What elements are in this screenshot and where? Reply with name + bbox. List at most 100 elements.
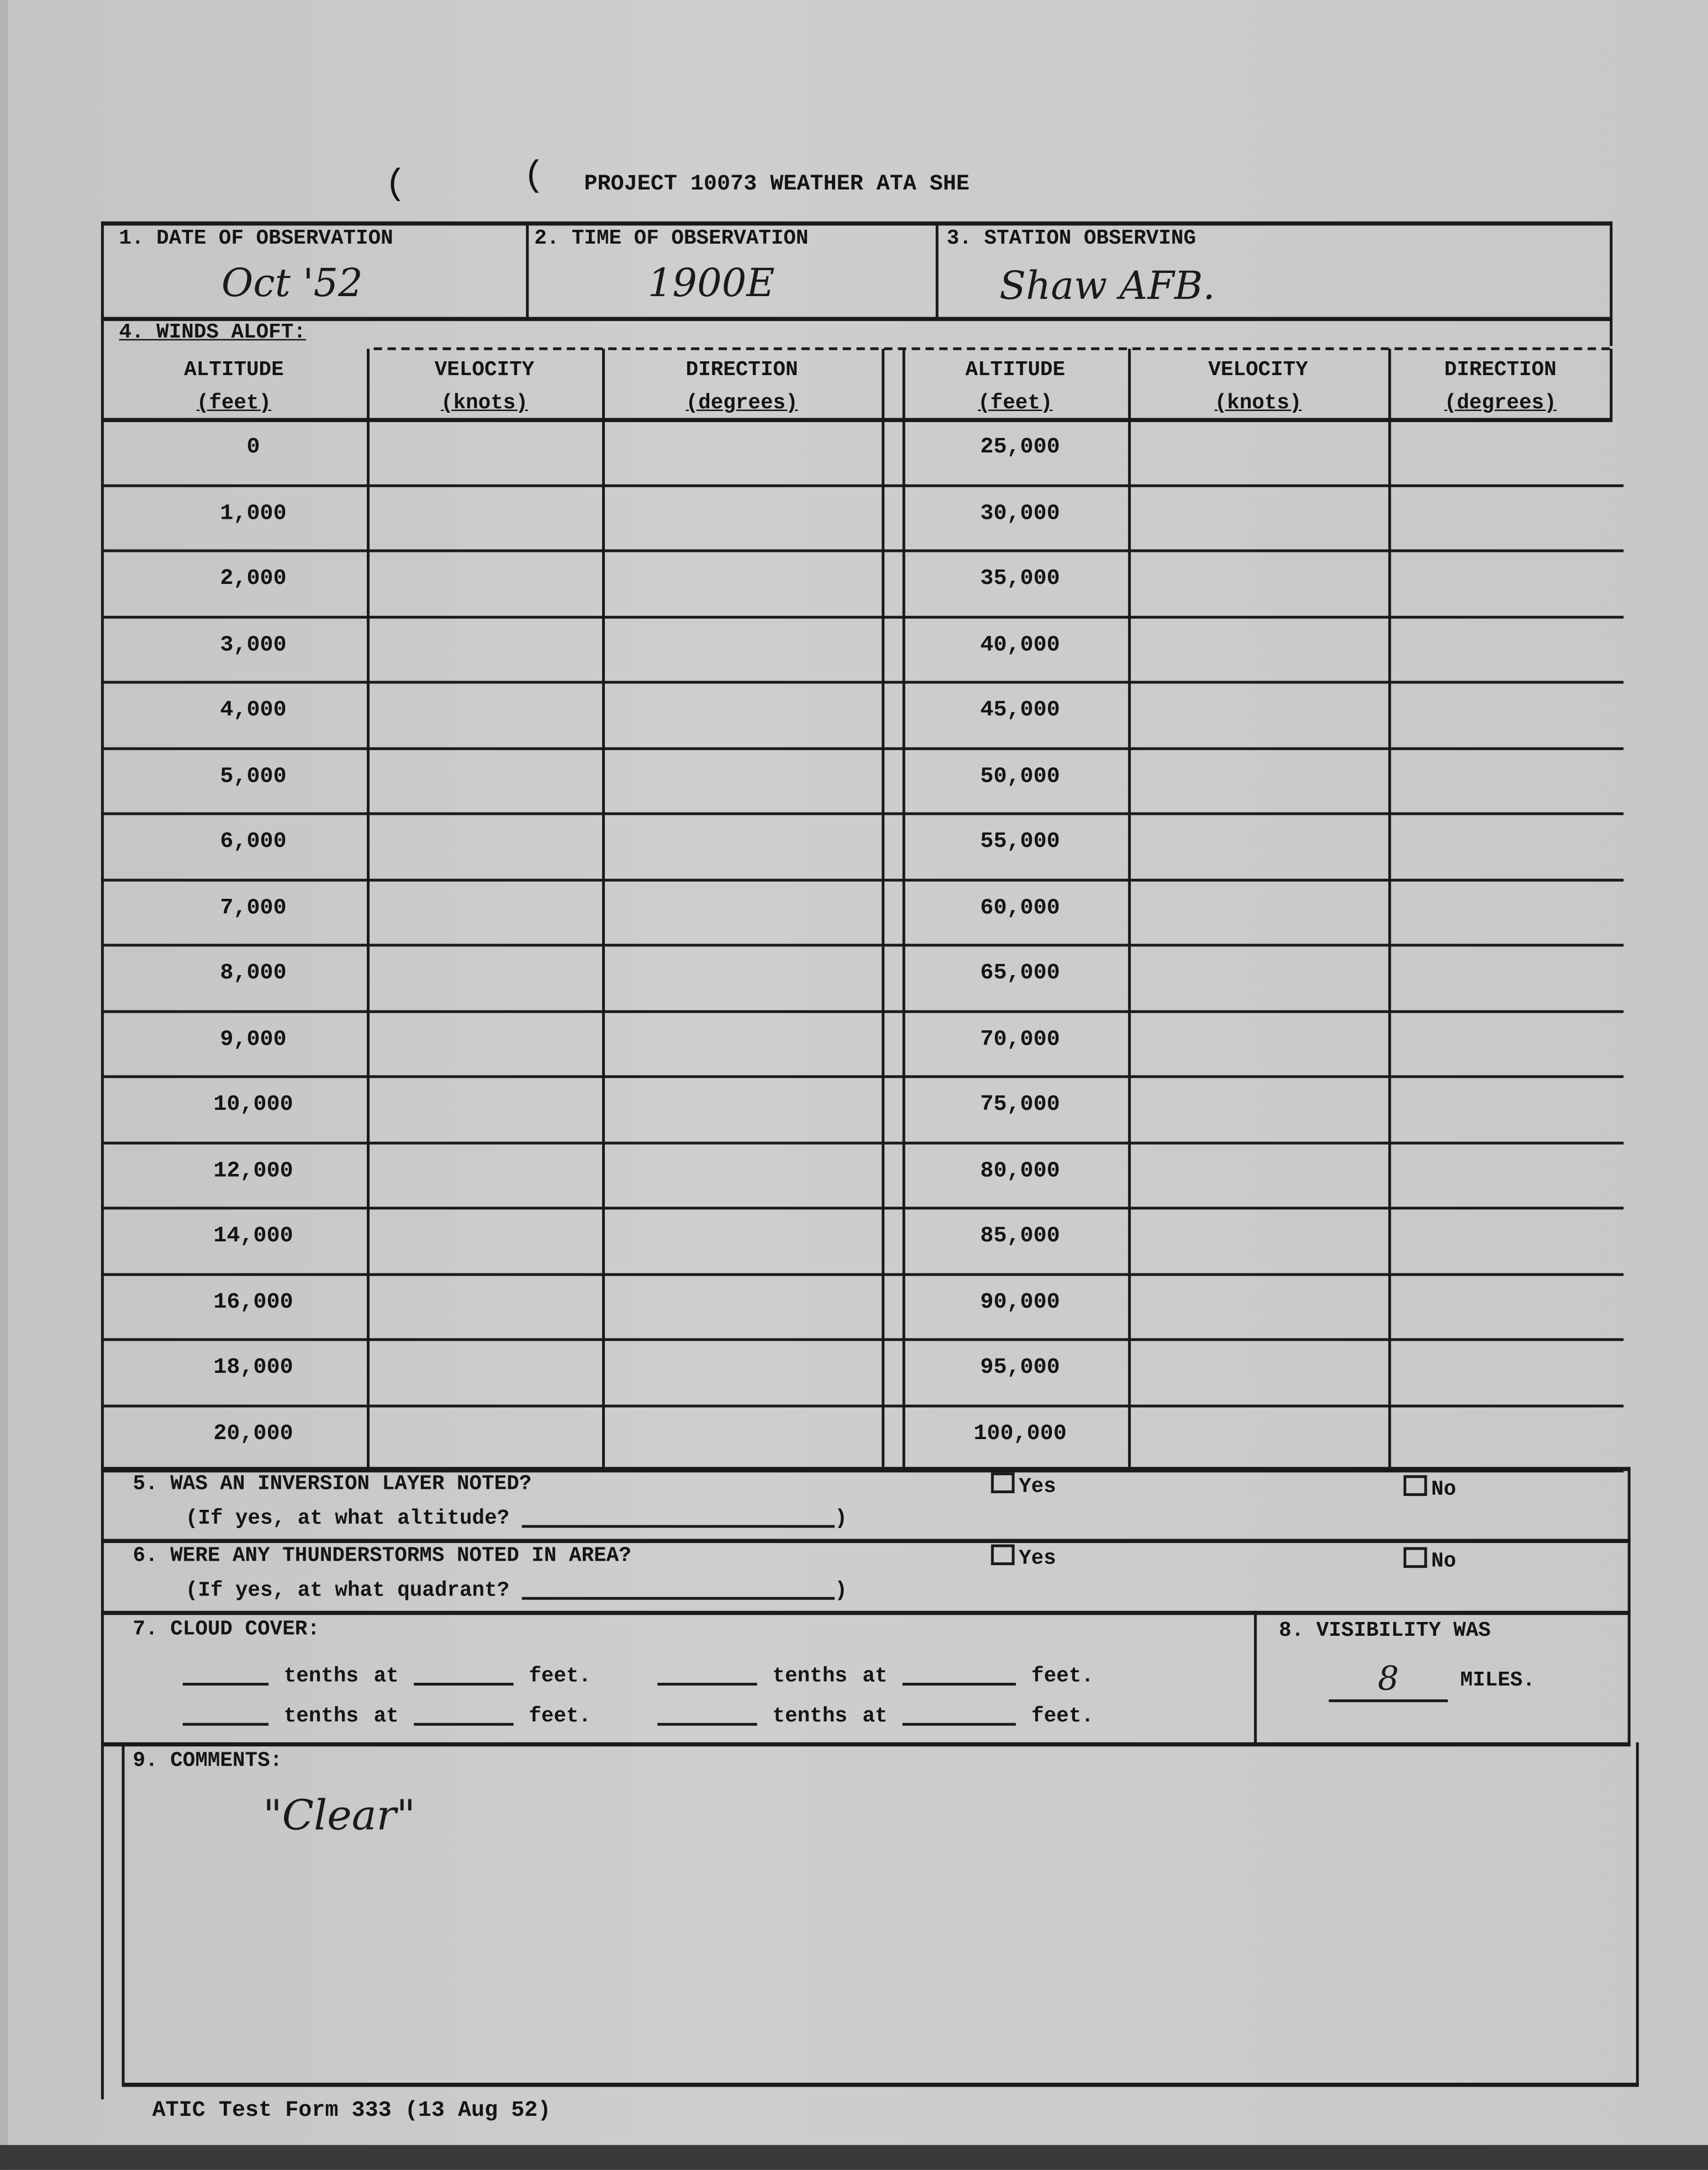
direction-cell[interactable] (1393, 1079, 1609, 1138)
altitude-cell: 50,000 (980, 763, 1060, 788)
velocity-cell[interactable] (371, 882, 598, 941)
thunderstorm-no[interactable]: No (1403, 1547, 1457, 1574)
velocity-cell[interactable] (371, 422, 598, 481)
no-label: No (1431, 1550, 1457, 1574)
velocity-cell[interactable] (1132, 1342, 1384, 1401)
velocity-cell[interactable] (1132, 1408, 1384, 1467)
feet-field[interactable] (414, 1663, 514, 1686)
date-value[interactable]: Oct '52 (221, 260, 363, 306)
direction-cell[interactable] (606, 1277, 877, 1335)
direction-cell[interactable] (1393, 882, 1609, 941)
direction-cell[interactable] (606, 751, 877, 809)
direction-cell[interactable] (606, 488, 877, 546)
checkbox[interactable] (1403, 1547, 1427, 1568)
velocity-cell[interactable] (371, 685, 598, 744)
station-value[interactable]: Shaw AFB. (999, 262, 1215, 309)
velocity-cell[interactable] (1132, 685, 1384, 744)
velocity-cell[interactable] (371, 1014, 598, 1072)
tenths-field[interactable] (657, 1663, 757, 1686)
inversion-no[interactable]: No (1403, 1475, 1456, 1502)
direction-cell[interactable] (606, 948, 877, 1007)
thunderstorm-yes[interactable]: Yes (991, 1544, 1056, 1571)
velocity-cell[interactable] (371, 619, 598, 678)
velocity-cell[interactable] (371, 554, 598, 612)
scan-edge (0, 2145, 1708, 2170)
direction-cell[interactable] (606, 685, 877, 744)
velocity-cell[interactable] (371, 1211, 598, 1270)
velocity-cell[interactable] (1132, 422, 1384, 481)
altitude-cell: 18,000 (213, 1355, 293, 1380)
direction-cell[interactable] (1393, 488, 1609, 546)
direction-cell[interactable] (1393, 554, 1609, 612)
row-rule (101, 878, 1624, 881)
altitude-cell: 95,000 (980, 1355, 1060, 1380)
velocity-cell[interactable] (1132, 751, 1384, 809)
velocity-cell[interactable] (371, 1408, 598, 1467)
comments-value[interactable]: "Clear" (263, 1792, 416, 1841)
checkbox[interactable] (1403, 1475, 1427, 1496)
inversion-altitude-field[interactable] (521, 1505, 835, 1528)
direction-cell[interactable] (606, 1342, 877, 1401)
direction-cell[interactable] (1393, 685, 1609, 744)
direction-cell[interactable] (606, 554, 877, 612)
direction-cell[interactable] (606, 422, 877, 481)
header-top: ALTITUDE (965, 358, 1066, 382)
velocity-cell[interactable] (371, 488, 598, 546)
velocity-cell[interactable] (371, 948, 598, 1007)
column-divider (1610, 349, 1613, 418)
feet-field[interactable] (903, 1704, 1016, 1726)
feet-field[interactable] (903, 1663, 1016, 1686)
velocity-cell[interactable] (1132, 554, 1384, 612)
tenths-field[interactable] (182, 1704, 269, 1726)
direction-cell[interactable] (1393, 751, 1609, 809)
velocity-cell[interactable] (1132, 948, 1384, 1007)
velocity-cell[interactable] (371, 817, 598, 875)
velocity-cell[interactable] (1132, 1277, 1384, 1335)
direction-cell[interactable] (1393, 1408, 1609, 1467)
inversion-yes[interactable]: Yes (991, 1472, 1056, 1499)
velocity-cell[interactable] (1132, 1014, 1384, 1072)
direction-cell[interactable] (1393, 1277, 1609, 1335)
direction-cell[interactable] (1393, 1145, 1609, 1204)
direction-cell[interactable] (606, 817, 877, 875)
direction-cell[interactable] (1393, 1014, 1609, 1072)
direction-cell[interactable] (606, 1079, 877, 1138)
velocity-cell[interactable] (371, 1342, 598, 1401)
altitude-cell: 60,000 (980, 894, 1060, 920)
velocity-cell[interactable] (1132, 1211, 1384, 1270)
direction-cell[interactable] (1393, 948, 1609, 1007)
feet-field[interactable] (414, 1704, 514, 1726)
tenths-field[interactable] (657, 1704, 757, 1726)
visibility-value[interactable]: 8 (1329, 1661, 1448, 1703)
velocity-cell[interactable] (1132, 488, 1384, 546)
direction-cell[interactable] (1393, 817, 1609, 875)
velocity-cell[interactable] (371, 1079, 598, 1138)
direction-cell[interactable] (606, 1014, 877, 1072)
velocity-cell[interactable] (371, 1277, 598, 1335)
velocity-cell[interactable] (1132, 619, 1384, 678)
direction-cell[interactable] (1393, 422, 1609, 481)
direction-cell[interactable] (606, 1211, 877, 1270)
velocity-cell[interactable] (371, 1145, 598, 1204)
row-rule (101, 681, 1624, 684)
direction-cell[interactable] (606, 1408, 877, 1467)
direction-cell[interactable] (1393, 1342, 1609, 1401)
altitude-cell: 8,000 (220, 960, 287, 986)
velocity-cell[interactable] (371, 751, 598, 809)
direction-cell[interactable] (1393, 619, 1609, 678)
time-value[interactable]: 1900E (647, 260, 775, 306)
direction-cell[interactable] (606, 1145, 877, 1204)
velocity-cell[interactable] (1132, 882, 1384, 941)
checkbox[interactable] (991, 1472, 1015, 1493)
tenths-field[interactable] (182, 1663, 269, 1686)
thunderstorm-quadrant-field[interactable] (521, 1578, 835, 1600)
velocity-cell[interactable] (1132, 817, 1384, 875)
direction-cell[interactable] (606, 882, 877, 941)
direction-cell[interactable] (606, 619, 877, 678)
altitude-cell: 85,000 (980, 1223, 1060, 1249)
checkbox[interactable] (991, 1544, 1015, 1566)
velocity-cell[interactable] (1132, 1079, 1384, 1138)
velocity-cell[interactable] (1132, 1145, 1384, 1204)
cloud-row: tenths at feet. tenths at feet. (182, 1704, 1094, 1729)
direction-cell[interactable] (1393, 1211, 1609, 1270)
